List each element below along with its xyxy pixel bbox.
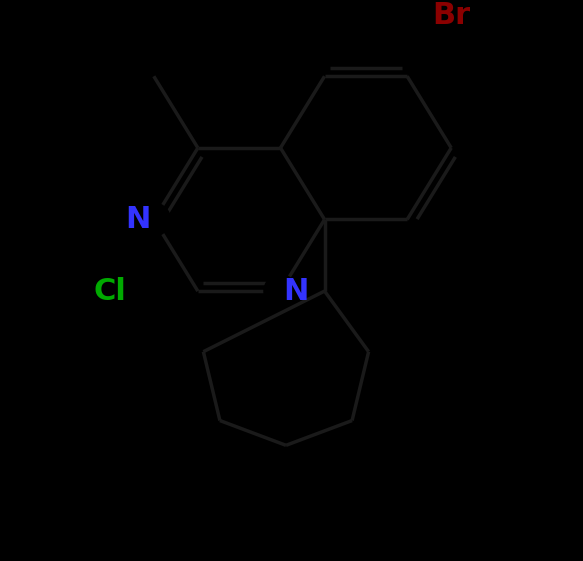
Circle shape [264, 274, 297, 307]
Circle shape [137, 203, 170, 236]
Text: Br: Br [432, 1, 470, 30]
Text: N: N [126, 205, 151, 234]
Circle shape [435, 0, 468, 32]
Text: N: N [283, 277, 308, 306]
Circle shape [93, 274, 127, 307]
Text: Cl: Cl [93, 277, 126, 306]
